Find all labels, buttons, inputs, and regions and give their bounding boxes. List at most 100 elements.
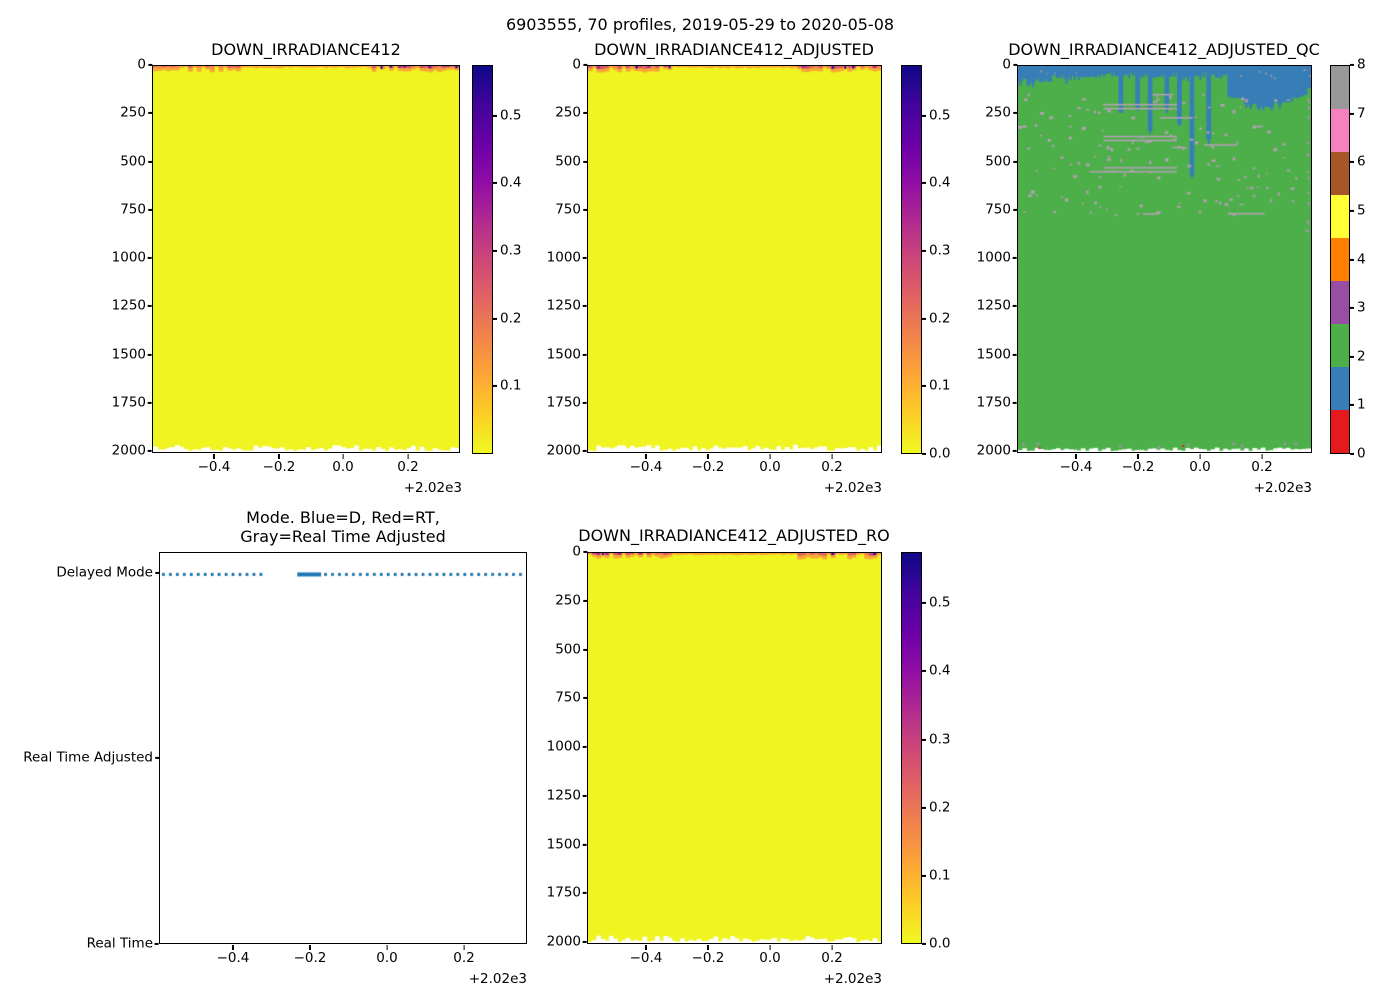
x-axis-offset-label: +2.02e3 [1253,480,1312,496]
colorbar-tick-label: 0.3 [929,731,951,748]
y-tick-label: 1750 [976,394,1011,411]
panel3-plot-area [1017,65,1312,453]
y-tick-label: 250 [555,104,581,121]
colorbar-tick-label: 0.2 [929,799,951,816]
x-axis-offset-label: +2.02e3 [403,480,462,496]
x-tick-label: −0.2 [1121,459,1155,475]
y-tick-label: Real Time [86,935,153,952]
x-tick-label: 0.2 [1251,459,1273,475]
colorbar-tick-label: 7 [1357,105,1366,122]
colorbar-tick-label: 0.4 [929,174,951,191]
panel1-colorbar [472,65,493,454]
y-tick-label: 1000 [976,249,1011,266]
panel2-plot-area [587,65,882,453]
y-tick-label: 0 [572,543,581,560]
x-axis-offset-label: +2.02e3 [823,480,882,496]
x-tick-label: −0.2 [691,459,725,475]
panel4-plot-area [159,552,527,944]
y-tick-label: 0 [137,56,146,73]
colorbar-tick-label: 6 [1357,153,1366,170]
y-tick-label: Delayed Mode [56,564,153,581]
x-tick-label: 0.0 [1189,459,1211,475]
x-tick-label: −0.2 [691,950,725,966]
colorbar-tick-label: 0.1 [500,377,522,394]
panel5-colorbar [901,552,922,944]
y-tick-label: 1250 [546,787,581,804]
y-tick-label: 1250 [111,297,146,314]
y-tick-label: 500 [555,641,581,658]
y-tick-label: 1500 [546,836,581,853]
y-tick-label: 2000 [111,442,146,459]
y-tick-label: 1250 [976,297,1011,314]
colorbar-tick-label: 3 [1357,299,1366,316]
colorbar-tick-label: 0.0 [929,445,951,462]
colorbar-tick-label: 0.1 [929,377,951,394]
colorbar-tick-label: 2 [1357,348,1366,365]
y-tick-label: 0 [1002,56,1011,73]
panel4-title-line1: Mode. Blue=D, Red=RT, [246,508,440,527]
x-tick-label: −0.4 [197,459,231,475]
x-tick-label: −0.4 [629,459,663,475]
y-tick-label: 1750 [546,394,581,411]
y-tick-label: 1000 [546,738,581,755]
panel4-mode-line-chart [160,553,526,943]
panel1-heatmap [153,66,459,452]
panel3-title: DOWN_IRRADIANCE412_ADJUSTED_QC [1008,40,1320,59]
y-tick-label: 0 [572,56,581,73]
x-axis-offset-label: +2.02e3 [823,971,882,987]
x-tick-label: 0.0 [759,459,781,475]
panel5-heatmap [588,553,881,943]
y-tick-label: 1500 [546,346,581,363]
colorbar-tick-label: 0.0 [929,935,951,952]
x-tick-label: −0.4 [1059,459,1093,475]
panel1-plot-area [152,65,460,453]
panel1-title: DOWN_IRRADIANCE412 [211,40,401,59]
x-tick-label: 0.2 [821,950,843,966]
x-tick-label: 0.0 [759,950,781,966]
y-tick-label: Real Time Adjusted [23,749,153,766]
y-tick-label: 250 [555,592,581,609]
panel4-title-line2: Gray=Real Time Adjusted [240,527,446,546]
y-tick-label: 1500 [976,346,1011,363]
x-tick-label: 0.2 [397,459,419,475]
x-tick-label: −0.2 [262,459,296,475]
colorbar-tick-label: 0.4 [929,662,951,679]
colorbar-tick-label: 0.5 [500,107,522,124]
panel3-qc-heatmap [1018,66,1311,452]
colorbar-tick-label: 0.4 [500,174,522,191]
y-tick-label: 750 [120,201,146,218]
y-tick-label: 2000 [546,933,581,950]
panel3-colorbar [1330,65,1350,454]
colorbar-tick-label: 0.1 [929,867,951,884]
colorbar-tick-label: 0.2 [500,310,522,327]
y-tick-label: 750 [555,201,581,218]
colorbar-tick-label: 1 [1357,396,1366,413]
x-tick-label: 0.0 [376,950,398,966]
panel5-title: DOWN_IRRADIANCE412_ADJUSTED_RO [578,526,890,545]
y-tick-label: 500 [120,153,146,170]
colorbar-tick-label: 0 [1357,445,1366,462]
x-tick-label: −0.2 [293,950,327,966]
y-tick-label: 750 [985,201,1011,218]
y-tick-label: 1250 [546,297,581,314]
y-tick-label: 500 [555,153,581,170]
x-tick-label: −0.4 [629,950,663,966]
colorbar-tick-label: 0.5 [929,107,951,124]
panel2-title: DOWN_IRRADIANCE412_ADJUSTED [594,40,874,59]
colorbar-tick-label: 5 [1357,202,1366,219]
colorbar-tick-label: 4 [1357,251,1366,268]
y-tick-label: 1500 [111,346,146,363]
y-tick-label: 2000 [976,442,1011,459]
colorbar-tick-label: 0.5 [929,594,951,611]
panel2-colorbar [901,65,922,454]
y-tick-label: 250 [985,104,1011,121]
x-tick-label: 0.2 [453,950,475,966]
colorbar-tick-label: 0.3 [929,242,951,259]
colorbar-tick-label: 0.3 [500,242,522,259]
x-axis-offset-label: +2.02e3 [468,971,527,987]
x-tick-label: −0.4 [216,950,250,966]
figure-title: 6903555, 70 profiles, 2019-05-29 to 2020… [505,15,895,34]
panel2-heatmap [588,66,881,452]
x-tick-label: 0.2 [821,459,843,475]
